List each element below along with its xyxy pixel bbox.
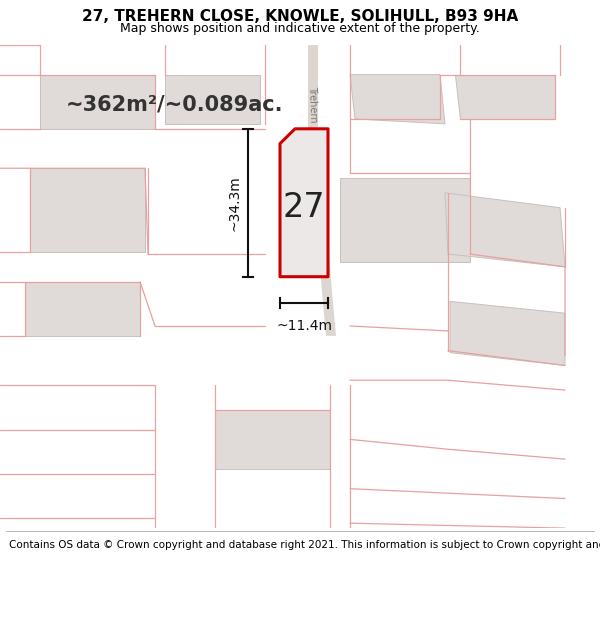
Polygon shape	[445, 193, 565, 267]
Polygon shape	[350, 74, 445, 124]
Text: ~362m²/~0.089ac.: ~362m²/~0.089ac.	[66, 94, 284, 114]
Polygon shape	[215, 410, 330, 469]
Polygon shape	[450, 301, 565, 366]
Text: Trehern: Trehern	[307, 86, 319, 122]
Polygon shape	[340, 178, 470, 262]
Polygon shape	[292, 45, 336, 336]
Text: Contains OS data © Crown copyright and database right 2021. This information is : Contains OS data © Crown copyright and d…	[9, 540, 600, 550]
Polygon shape	[30, 168, 145, 252]
Polygon shape	[40, 74, 155, 129]
Polygon shape	[280, 129, 328, 277]
Text: ~11.4m: ~11.4m	[276, 319, 332, 333]
Polygon shape	[455, 74, 555, 119]
Text: 27: 27	[283, 191, 325, 224]
Polygon shape	[165, 74, 260, 124]
Polygon shape	[25, 282, 140, 336]
Text: ~34.3m: ~34.3m	[227, 175, 241, 231]
Text: 27, TREHERN CLOSE, KNOWLE, SOLIHULL, B93 9HA: 27, TREHERN CLOSE, KNOWLE, SOLIHULL, B93…	[82, 9, 518, 24]
Text: Map shows position and indicative extent of the property.: Map shows position and indicative extent…	[120, 22, 480, 35]
